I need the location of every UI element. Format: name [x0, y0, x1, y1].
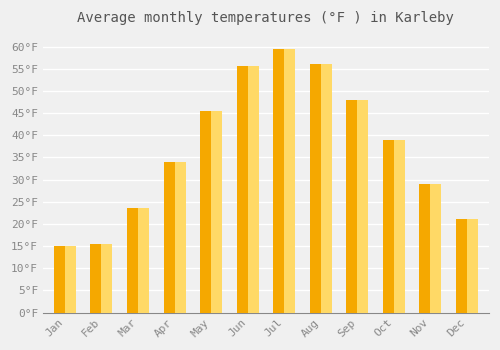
Bar [236, 66, 253, 313]
Bar [54, 246, 70, 313]
Bar [127, 208, 144, 313]
Bar [174, 162, 186, 313]
Bar [284, 49, 295, 313]
Bar [211, 111, 222, 313]
Bar [358, 100, 368, 313]
Bar [430, 184, 442, 313]
Bar [65, 246, 76, 313]
Bar [273, 49, 289, 313]
Bar [321, 64, 332, 313]
Bar [310, 64, 326, 313]
Bar [248, 66, 258, 313]
Bar [200, 111, 216, 313]
Bar [383, 140, 400, 313]
Bar [394, 140, 405, 313]
Bar [346, 100, 363, 313]
Bar [138, 208, 149, 313]
Title: Average monthly temperatures (°F ) in Karleby: Average monthly temperatures (°F ) in Ka… [78, 11, 454, 25]
Bar [420, 184, 436, 313]
Bar [467, 219, 478, 313]
Bar [164, 162, 180, 313]
Bar [102, 244, 112, 313]
Bar [456, 219, 472, 313]
Bar [90, 244, 107, 313]
